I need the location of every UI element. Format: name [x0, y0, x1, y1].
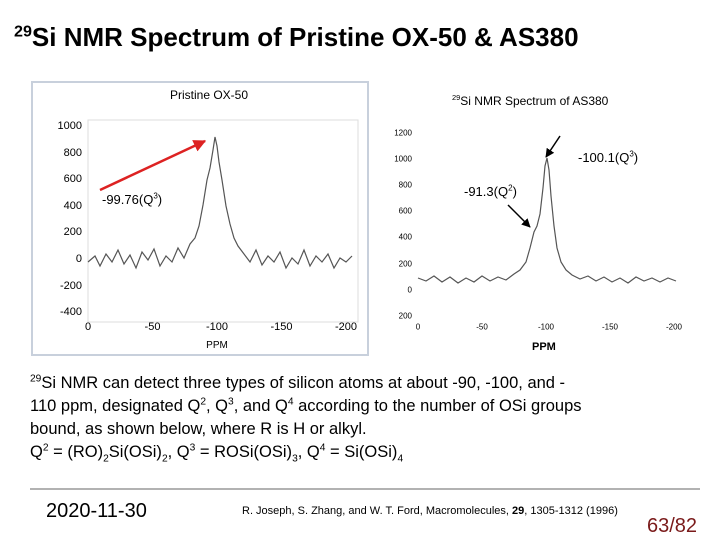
text-segment: 2: [103, 453, 109, 465]
text-segment: , Q: [167, 443, 190, 461]
text-segment: , and Q: [233, 397, 288, 415]
tick-label: -100: [205, 321, 229, 333]
text-segment: 2: [508, 183, 513, 193]
arrow: [507, 204, 531, 228]
arrow: [99, 139, 207, 192]
tick-label: -50: [144, 321, 161, 333]
text-segment: = (RO): [48, 443, 104, 461]
figure2-x-label: PPM: [532, 341, 556, 353]
arrow: [545, 135, 561, 158]
text-segment: Q: [30, 443, 43, 461]
text-segment: Si NMR Spectrum of Pristine OX-50 & AS38…: [31, 22, 579, 52]
text-segment: 3: [228, 396, 234, 408]
spectrum-as380: [417, 157, 677, 284]
text-segment: ): [157, 192, 163, 207]
body-line: 110 ppm, designated Q2, Q3, and Q4 accor…: [30, 395, 582, 418]
text-segment: , Q: [206, 397, 229, 415]
text-segment: , Q: [297, 443, 320, 461]
text-segment: Si NMR can detect three types of silicon…: [41, 374, 566, 392]
tick-label: 0: [415, 322, 421, 332]
figure1-x-label: PPM: [206, 340, 228, 351]
footer-reference: R. Joseph, S. Zhang, and W. T. Ford, Mac…: [242, 505, 618, 517]
text-segment: 4: [287, 396, 294, 408]
text-segment: Si(OSi): [108, 443, 162, 461]
tick-label: -200: [59, 279, 82, 292]
text-segment: 29: [452, 93, 461, 102]
tick-label: 0: [84, 321, 92, 333]
tick-label: -200: [665, 322, 683, 332]
text-segment: -100.1(Q: [578, 150, 630, 165]
tick-label: -400: [59, 306, 82, 319]
text-segment: R. Joseph, S. Zhang, and W. T. Ford, Mac…: [242, 505, 513, 517]
body-text: 29Si NMR can detect three types of silic…: [30, 372, 582, 464]
figure1-plot-area: [87, 119, 359, 323]
text-segment: 110 ppm, designated Q: [30, 397, 201, 415]
text-segment: 4: [319, 442, 326, 454]
text-segment: ): [633, 150, 639, 165]
tick-label: 0: [75, 253, 82, 265]
tick-label: -150: [270, 321, 293, 333]
text-segment: 2: [42, 442, 49, 454]
tick-label: 200: [398, 259, 412, 268]
tick-label: 1000: [394, 154, 412, 164]
figure2-annotation: -91.3(Q2): [464, 184, 517, 199]
text-segment: 29: [512, 505, 525, 517]
text-segment: , 1305-1312 (1996): [524, 505, 618, 517]
tick-label: 200: [63, 226, 82, 239]
text-segment: 2: [200, 396, 206, 408]
tick-label: 800: [63, 146, 82, 159]
text-segment: -91.3(Q: [464, 184, 509, 199]
body-line: Q2 = (RO)2Si(OSi)2, Q3 = ROSi(OSi)3, Q4 …: [30, 441, 582, 464]
text-segment: 3: [153, 191, 158, 201]
text-segment: bound, as shown below, where R is H or a…: [30, 420, 367, 438]
spectrum-ox50: [87, 136, 353, 270]
text-segment: 3: [292, 453, 298, 465]
tick-label: -50: [476, 322, 488, 332]
footer-date: 2020-11-30: [46, 500, 147, 522]
tick-label: 600: [398, 206, 412, 216]
text-segment: -99.76(Q: [102, 192, 154, 207]
tick-label: 0: [407, 285, 412, 295]
tick-label: 600: [63, 173, 82, 186]
text-segment: Si NMR Spectrum of AS380: [460, 94, 609, 108]
figure1-annotation: -99.76(Q3): [102, 192, 162, 207]
tick-label: 400: [398, 232, 412, 242]
text-segment: = Si(OSi): [325, 443, 398, 461]
figure2-title: 29Si NMR Spectrum of AS380: [452, 94, 608, 108]
text-segment: 29: [30, 373, 42, 385]
tick-label: 400: [63, 199, 82, 212]
text-segment: 3: [629, 149, 634, 159]
text-segment: 2: [161, 453, 168, 465]
slide-title: 29Si NMR Spectrum of Pristine OX-50 & AS…: [14, 22, 579, 53]
tick-label: -100: [537, 322, 555, 332]
text-segment: 4: [397, 453, 404, 465]
body-line: 29Si NMR can detect three types of silic…: [30, 372, 582, 395]
page-number: 63/82: [647, 515, 698, 537]
text-segment: 29: [14, 22, 32, 41]
tick-label: 200: [398, 311, 412, 321]
text-segment: 3: [189, 442, 196, 454]
figure1-title: Pristine OX-50: [170, 88, 249, 102]
tick-label: -200: [334, 321, 358, 333]
body-line: bound, as shown below, where R is H or a…: [30, 418, 582, 441]
text-segment: according to the number of OSi groups: [293, 397, 582, 415]
figure2-annotation: -100.1(Q3): [578, 150, 638, 165]
tick-label: 1200: [394, 128, 412, 138]
text-segment: ): [512, 184, 517, 199]
tick-label: 1000: [57, 120, 82, 132]
text-segment: = ROSi(OSi): [195, 443, 293, 461]
tick-label: -150: [601, 322, 619, 332]
tick-label: 800: [398, 180, 412, 190]
